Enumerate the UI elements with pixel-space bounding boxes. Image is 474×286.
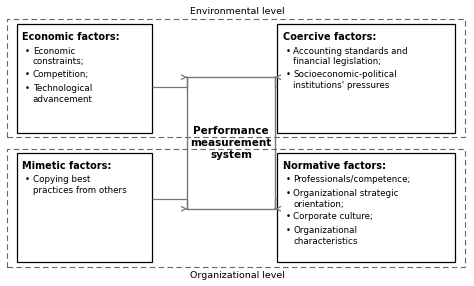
Bar (187, 77, 275, 209)
Text: Socioeconomic-political
institutions' pressures: Socioeconomic-political institutions' pr… (293, 70, 397, 90)
Text: Economic factors:: Economic factors: (22, 32, 120, 42)
Text: Organizational level: Organizational level (190, 271, 284, 280)
Text: •: • (25, 47, 30, 55)
Text: •: • (286, 226, 291, 235)
Text: Performance
measurement
system: Performance measurement system (191, 126, 272, 160)
Bar (277, 153, 455, 262)
Text: Organizational strategic
orientation;: Organizational strategic orientation; (293, 189, 399, 209)
Text: •: • (286, 70, 291, 79)
Text: Mimetic factors:: Mimetic factors: (22, 161, 112, 171)
Text: •: • (286, 47, 291, 55)
Text: Coercive factors:: Coercive factors: (283, 32, 376, 42)
Text: Accounting standards and
financial legislation;: Accounting standards and financial legis… (293, 47, 408, 66)
Bar (7, 19, 465, 137)
Bar (277, 24, 455, 133)
Text: Economic
constraints;: Economic constraints; (33, 47, 84, 66)
Text: Normative factors:: Normative factors: (283, 161, 386, 171)
Text: Environmental level: Environmental level (190, 7, 284, 16)
Text: Professionals/competence;: Professionals/competence; (293, 175, 411, 184)
Bar (17, 153, 152, 262)
Text: Technological
advancement: Technological advancement (33, 84, 92, 104)
Bar (7, 149, 465, 267)
Text: •: • (286, 189, 291, 198)
Text: •: • (286, 212, 291, 221)
Text: Organizational
characteristics: Organizational characteristics (293, 226, 358, 246)
Bar (17, 24, 152, 133)
Text: •: • (25, 70, 30, 79)
Text: Competition;: Competition; (33, 70, 89, 79)
Text: •: • (25, 175, 30, 184)
Text: •: • (286, 175, 291, 184)
Text: Copying best
practices from others: Copying best practices from others (33, 175, 127, 195)
Text: Corporate culture;: Corporate culture; (293, 212, 374, 221)
Text: •: • (25, 84, 30, 93)
